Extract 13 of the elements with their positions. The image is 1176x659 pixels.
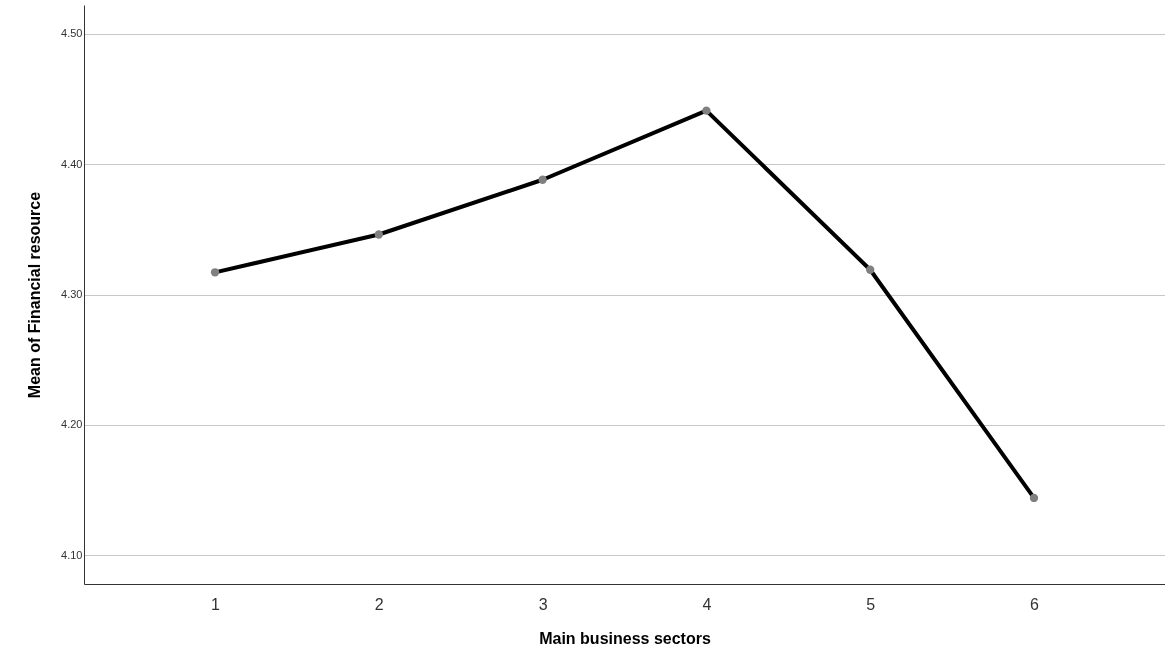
x-tick-label: 2 <box>374 595 384 613</box>
x-tick-label: 1 <box>211 595 221 613</box>
x-axis-title: Main business sectors <box>539 629 711 647</box>
x-tick-label: 6 <box>1030 595 1040 613</box>
y-tick-label: 4.20 <box>61 418 83 431</box>
x-tick-label: 4 <box>702 595 712 613</box>
x-tick-label: 3 <box>538 595 548 613</box>
y-tick-label: 4.30 <box>61 288 83 300</box>
x-tick-label: 5 <box>866 595 876 613</box>
y-tick-label: 4.50 <box>61 27 83 40</box>
y-tick-label: 4.40 <box>61 157 83 170</box>
y-tick-label: 4.10 <box>61 548 83 561</box>
y-axis-title: Mean of Financial resource <box>26 191 44 399</box>
